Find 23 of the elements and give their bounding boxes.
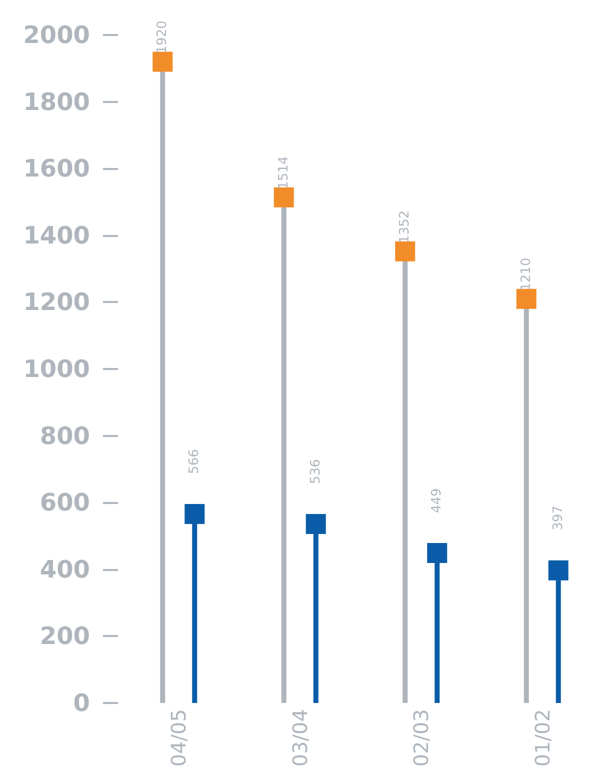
y-tick-label: 1600 [23, 154, 90, 183]
data-label: 566 [187, 449, 202, 474]
y-tick-label: 1200 [23, 288, 90, 316]
x-tick-label: 01/02 [530, 709, 554, 767]
y-tick-label: 200 [40, 622, 90, 650]
y-tick-label: 0 [73, 689, 90, 717]
x-tick-label: 03/04 [288, 709, 312, 767]
data-label: 1210 [518, 258, 534, 291]
y-tick-label: 600 [40, 488, 90, 517]
data-label: 397 [550, 506, 566, 530]
y-tick-label: 1000 [23, 355, 90, 383]
data-label: 1920 [155, 20, 170, 54]
y-tick-label: 800 [40, 422, 90, 450]
data-label: 536 [308, 459, 324, 484]
data-label: 449 [430, 488, 445, 514]
x-tick-label: 02/03 [409, 709, 434, 767]
data-label: 1352 [398, 210, 413, 244]
y-tick-label: 400 [40, 555, 90, 584]
y-tick-label: 1400 [23, 221, 90, 250]
x-tick-label: 04/05 [166, 709, 191, 767]
data-label: 1514 [276, 156, 292, 190]
y-tick-label: 1800 [23, 88, 90, 116]
y-tick-label: 2000 [23, 21, 90, 49]
